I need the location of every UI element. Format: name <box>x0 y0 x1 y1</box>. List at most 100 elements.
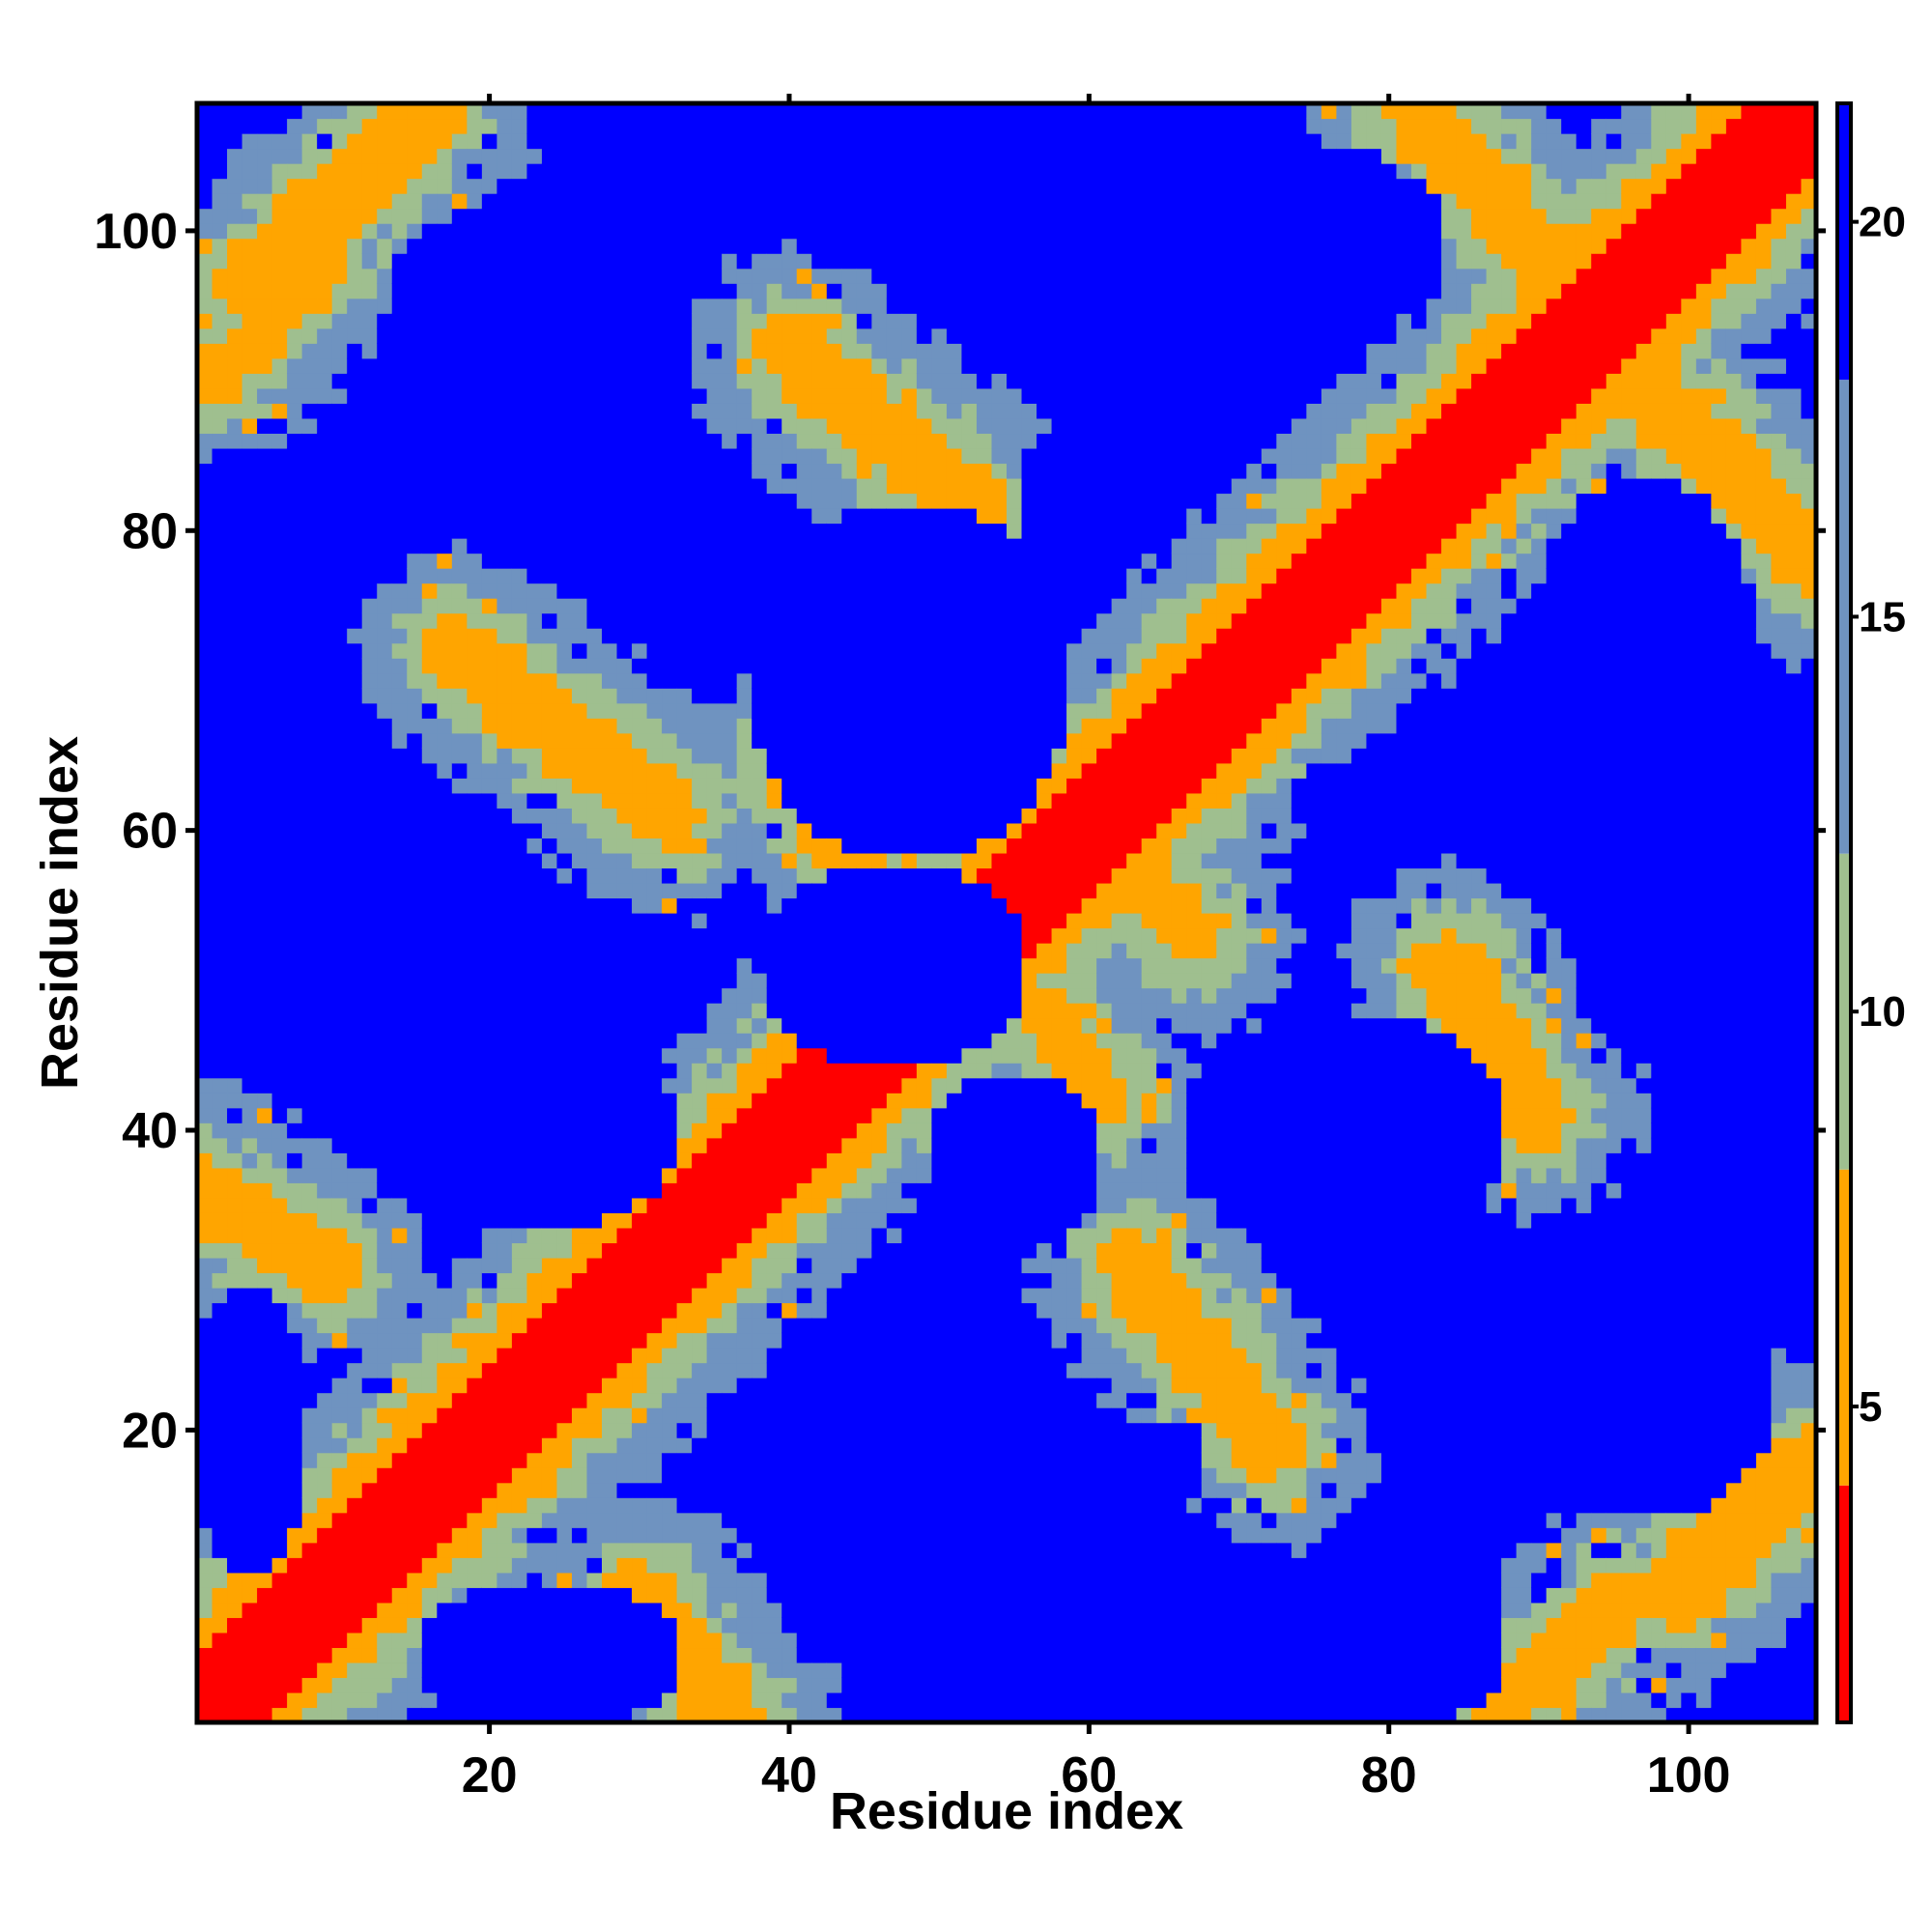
heatmap-cell <box>796 867 812 884</box>
heatmap-cell <box>632 1003 648 1019</box>
heatmap-cell <box>287 1362 303 1378</box>
heatmap-cell <box>377 223 393 240</box>
heatmap-cell <box>421 1197 438 1213</box>
heatmap-cell <box>541 493 558 509</box>
heatmap-cell <box>662 238 678 254</box>
heatmap-cell <box>526 148 543 164</box>
heatmap-cell <box>301 1707 318 1723</box>
heatmap-cell <box>781 1378 798 1394</box>
heatmap-cell <box>526 1272 543 1289</box>
heatmap-cell <box>556 1691 573 1709</box>
heatmap-cell <box>706 1422 723 1438</box>
heatmap-cell <box>331 343 348 359</box>
heatmap-cell <box>556 538 573 554</box>
heatmap-cell <box>706 957 723 974</box>
heatmap-cell <box>391 927 408 944</box>
heatmap-cell <box>227 538 243 554</box>
heatmap-cell <box>377 357 393 374</box>
heatmap-cell <box>752 283 768 299</box>
heatmap-cell <box>227 568 243 584</box>
heatmap-cell <box>451 1557 468 1574</box>
heatmap-cell <box>736 1691 753 1709</box>
heatmap-cell <box>826 1392 842 1408</box>
heatmap-cell <box>301 1527 318 1544</box>
heatmap-cell <box>676 1602 693 1618</box>
heatmap-cell <box>377 133 393 150</box>
heatmap-cell <box>511 508 528 525</box>
heatmap-cell <box>497 178 513 194</box>
heatmap-cell <box>632 1602 648 1618</box>
heatmap-cell <box>616 463 633 479</box>
heatmap-cell <box>271 1632 288 1649</box>
heatmap-cell <box>811 1047 828 1064</box>
heatmap-cell <box>811 1212 828 1229</box>
heatmap-cell <box>526 1647 543 1663</box>
heatmap-cell <box>736 1137 753 1153</box>
heatmap-cell <box>646 748 663 764</box>
heatmap-cell <box>796 732 812 749</box>
heatmap-cell <box>632 538 648 554</box>
heatmap-cell <box>781 748 798 764</box>
heatmap-cell <box>317 1378 333 1394</box>
heatmap-cell <box>407 1152 423 1169</box>
heatmap-cell <box>197 373 213 389</box>
heatmap-cell <box>722 1047 738 1064</box>
heatmap-cell <box>662 628 678 644</box>
heatmap-cell <box>242 133 258 150</box>
heatmap-cell <box>646 1378 663 1394</box>
heatmap-cell <box>841 493 858 509</box>
heatmap-cell <box>227 748 243 764</box>
heatmap-cell <box>451 1707 468 1723</box>
heatmap-cell <box>271 508 288 525</box>
heatmap-cell <box>781 433 798 449</box>
heatmap-cell <box>556 1452 573 1468</box>
heatmap-cell <box>616 628 633 644</box>
heatmap-cell <box>407 538 423 554</box>
heatmap-cell <box>662 193 678 210</box>
heatmap-cell <box>646 1422 663 1438</box>
heatmap-cell <box>287 463 303 479</box>
heatmap-cell <box>511 748 528 764</box>
heatmap-cell <box>871 1122 888 1139</box>
heatmap-cell <box>526 417 543 435</box>
heatmap-cell <box>347 1182 363 1199</box>
heatmap-cell <box>766 1257 782 1274</box>
heatmap-cell <box>317 313 333 329</box>
heatmap-cell <box>766 1677 782 1693</box>
heatmap-cell <box>811 658 828 674</box>
heatmap-cell <box>407 163 423 180</box>
heatmap-cell <box>692 598 708 614</box>
heatmap-cell <box>662 313 678 329</box>
heatmap-cell <box>646 1093 663 1109</box>
heatmap-cell <box>347 838 363 854</box>
heatmap-cell <box>481 1632 497 1649</box>
heatmap-cell <box>421 1407 438 1424</box>
heatmap-cell <box>301 658 318 674</box>
heatmap-cell <box>467 1572 483 1588</box>
heatmap-cell <box>301 493 318 509</box>
heatmap-cell <box>826 1257 842 1274</box>
heatmap-cell <box>271 582 288 599</box>
heatmap-cell <box>526 268 543 284</box>
heatmap-cell <box>811 732 828 749</box>
heatmap-cell <box>331 987 348 1004</box>
heatmap-cell <box>347 118 363 134</box>
heatmap-cell <box>811 508 828 525</box>
heatmap-cell <box>257 1557 273 1574</box>
heatmap-cell <box>301 1647 318 1663</box>
heatmap-cell <box>616 1497 633 1514</box>
heatmap-cell <box>722 1318 738 1334</box>
heatmap-cell <box>826 762 842 779</box>
heatmap-cell <box>826 598 842 614</box>
heatmap-cell <box>736 283 753 299</box>
heatmap-cell <box>271 642 288 659</box>
heatmap-cell <box>871 1691 888 1709</box>
heatmap-cell <box>722 1677 738 1693</box>
heatmap-cell <box>361 268 378 284</box>
heatmap-cell <box>826 1512 842 1528</box>
heatmap-cell <box>841 223 858 240</box>
heatmap-cell <box>722 178 738 194</box>
heatmap-cell <box>347 417 363 435</box>
heatmap-cell <box>227 283 243 299</box>
heatmap-cell <box>602 1392 618 1408</box>
